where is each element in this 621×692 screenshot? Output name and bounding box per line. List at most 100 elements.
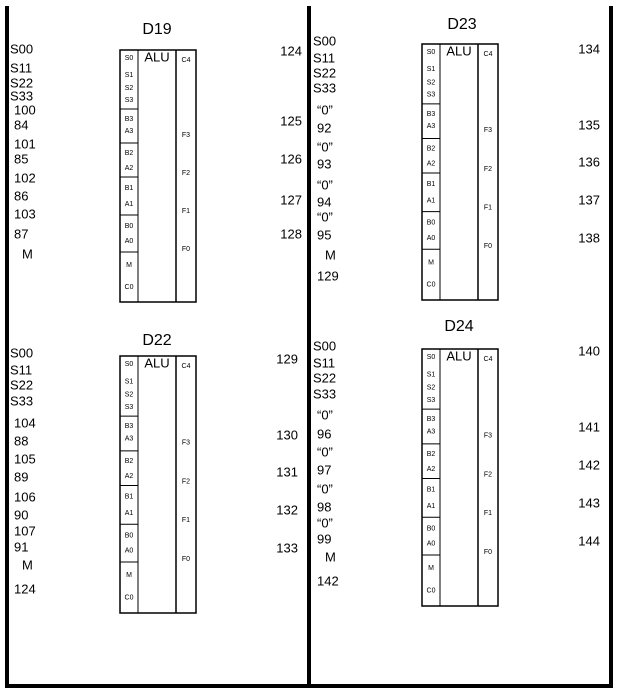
junction	[5, 222, 9, 226]
chip-body	[421, 43, 499, 301]
left-pin: S1	[125, 72, 134, 79]
right-pin: C4	[182, 363, 191, 370]
junction	[307, 118, 311, 122]
output-label: 144	[578, 533, 600, 548]
left-pin: A3	[427, 123, 436, 130]
left-pin: B2	[427, 451, 436, 458]
left-pin: B3	[125, 116, 134, 123]
alu-label: ALU	[144, 49, 169, 64]
left-pin: A2	[125, 165, 134, 172]
input-label: 99	[317, 531, 331, 546]
input-label: S33	[313, 80, 336, 95]
left-pin: B0	[125, 223, 134, 230]
alu-label: ALU	[446, 43, 471, 58]
left-pin: B3	[125, 423, 134, 430]
junction	[609, 209, 613, 213]
junction	[307, 155, 311, 159]
input-label: 105	[14, 451, 36, 466]
right-pin: C4	[484, 51, 493, 58]
left-pin: S3	[427, 397, 436, 404]
right-pin: F3	[484, 127, 492, 134]
input-label: 90	[14, 507, 28, 522]
junction	[5, 505, 9, 509]
junction	[5, 204, 9, 208]
left-pin: S2	[125, 392, 134, 399]
junction	[307, 531, 311, 535]
junction	[307, 210, 311, 214]
input-label: “0”	[317, 139, 333, 154]
output-label: 142	[578, 457, 600, 472]
input-label: 97	[317, 462, 331, 477]
input-label: “0”	[317, 407, 333, 422]
right-pin: F1	[182, 517, 190, 524]
output-label: 125	[280, 113, 302, 128]
input-label: 100	[14, 102, 36, 117]
right-pin: F3	[182, 132, 190, 139]
input-label: 92	[317, 120, 331, 135]
input-label: 88	[14, 433, 28, 448]
junction	[5, 597, 9, 601]
junction	[5, 523, 9, 527]
input-label: 89	[14, 469, 28, 484]
chip-body	[421, 348, 499, 607]
junction	[5, 104, 9, 108]
junction	[5, 57, 9, 61]
input-label: “0”	[317, 177, 333, 192]
junction	[307, 589, 311, 593]
input-label: 104	[14, 415, 36, 430]
left-pin: A1	[427, 197, 436, 204]
input-label: 124	[14, 581, 36, 596]
junction	[5, 485, 9, 489]
input-label: 93	[317, 156, 331, 171]
alu-label: ALU	[446, 348, 471, 363]
input-label: “0”	[317, 444, 333, 459]
junction	[609, 474, 613, 478]
left-pin: A0	[125, 238, 134, 245]
junction	[5, 555, 9, 559]
output-label: 137	[578, 192, 600, 207]
junction	[307, 557, 311, 561]
left-pin: A3	[125, 128, 134, 135]
right-pin: F1	[484, 510, 492, 517]
chip-title: D23	[447, 16, 476, 33]
output-label: 136	[578, 154, 600, 169]
right-pin: C4	[182, 57, 191, 64]
left-pin: S3	[427, 92, 436, 99]
junction	[307, 96, 311, 100]
right-pin: F0	[182, 246, 190, 253]
left-pin: S1	[427, 66, 436, 73]
junction	[307, 497, 311, 501]
output-label: 130	[276, 427, 298, 442]
left-pin: A1	[125, 201, 134, 208]
left-pin: S1	[427, 371, 436, 378]
junction	[5, 262, 9, 266]
input-label: 85	[14, 151, 28, 166]
junction	[609, 58, 613, 62]
input-label: 101	[14, 136, 36, 151]
left-pin: B2	[427, 145, 436, 152]
input-label: S22	[313, 65, 336, 80]
junction	[307, 243, 311, 247]
left-pin: B1	[427, 487, 436, 494]
left-pin: A0	[427, 541, 436, 548]
junction	[5, 361, 9, 365]
left-pin: C0	[125, 284, 134, 291]
right-pin: F1	[484, 204, 492, 211]
left-pin: B0	[125, 532, 134, 539]
right-pin: F2	[484, 166, 492, 173]
left-pin: B1	[427, 181, 436, 188]
input-label: 95	[317, 227, 331, 242]
input-label: 142	[317, 573, 339, 588]
output-label: 143	[578, 495, 600, 510]
junction	[307, 193, 311, 197]
junction	[307, 172, 311, 176]
chip-title: D24	[444, 318, 473, 335]
junction	[307, 368, 311, 372]
junction	[5, 118, 9, 122]
input-label: S11	[313, 355, 335, 370]
left-pin: A1	[125, 510, 134, 517]
junction	[609, 247, 613, 251]
right-pin: F1	[182, 208, 190, 215]
left-pin: A3	[125, 435, 134, 442]
left-pin: M	[126, 262, 132, 269]
